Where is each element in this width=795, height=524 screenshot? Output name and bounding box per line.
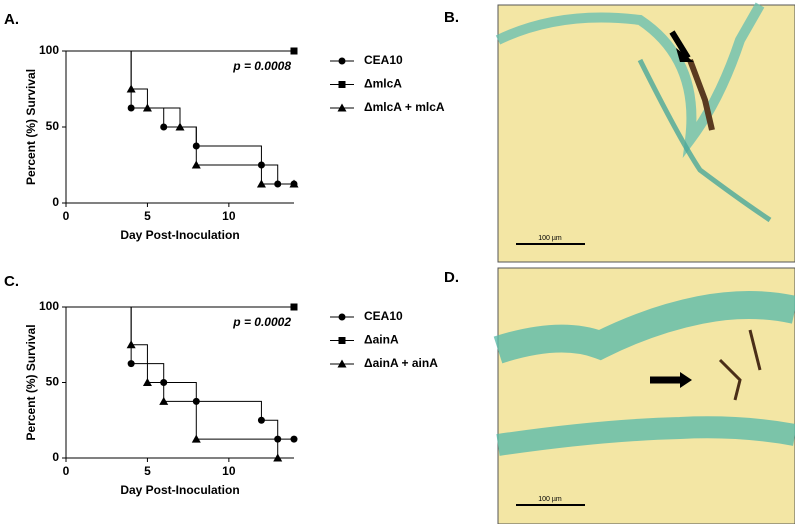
marker <box>290 47 298 55</box>
scale-bar-label: 100 µm <box>538 235 562 242</box>
annotation: p = 0.0002 <box>232 315 291 329</box>
x-tick-label: 5 <box>144 209 151 223</box>
y-tick-label: 50 <box>46 375 60 389</box>
legend-marker <box>338 313 346 321</box>
x-axis-label: Day Post-Inoculation <box>120 483 239 497</box>
marker <box>289 179 299 188</box>
marker <box>191 160 201 169</box>
legend-marker <box>338 81 346 88</box>
legend-label: ΔmlcA + mlcA <box>364 100 445 114</box>
panel-label: A. <box>4 11 19 28</box>
marker <box>159 396 169 405</box>
x-tick-label: 0 <box>63 209 70 223</box>
legend-label: ΔmlcA <box>364 77 402 91</box>
panel-label: C. <box>4 273 19 290</box>
marker <box>126 340 136 349</box>
marker <box>290 303 298 311</box>
scale-bar-label: 100 µm <box>538 496 562 503</box>
legend-marker <box>338 57 346 65</box>
x-tick-label: 5 <box>144 464 151 478</box>
y-tick-label: 100 <box>39 43 59 57</box>
y-tick-label: 0 <box>52 195 59 209</box>
marker <box>256 179 266 188</box>
marker <box>175 122 185 131</box>
micrograph: 100 µm <box>495 2 795 263</box>
survival-line <box>66 306 294 440</box>
x-tick-label: 10 <box>222 209 236 223</box>
x-tick-label: 10 <box>222 464 236 478</box>
y-tick-label: 100 <box>39 299 59 313</box>
x-tick-label: 0 <box>63 464 70 478</box>
survival-line <box>66 50 294 185</box>
marker <box>142 103 152 112</box>
panel-label: D. <box>444 269 459 286</box>
legend-marker <box>337 103 347 112</box>
marker <box>290 435 298 443</box>
annotation: p = 0.0008 <box>232 59 291 73</box>
legend-label: CEA10 <box>364 53 403 67</box>
legend-label: ΔainA <box>364 333 399 347</box>
marker <box>257 416 265 424</box>
x-axis-label: Day Post-Inoculation <box>120 228 239 242</box>
marker <box>127 104 135 112</box>
micrograph: 100 µm <box>493 267 795 524</box>
y-axis-label: Percent (%) Survival <box>24 324 38 440</box>
panel-label: B. <box>444 9 459 26</box>
marker <box>142 378 152 386</box>
marker <box>160 123 168 131</box>
survival-line <box>66 306 279 458</box>
y-tick-label: 50 <box>46 119 60 133</box>
legend-marker <box>338 337 346 344</box>
marker <box>191 434 201 443</box>
marker <box>273 453 283 462</box>
legend-label: ΔainA + ainA <box>364 356 438 370</box>
legend-marker <box>337 359 347 368</box>
y-axis-label: Percent (%) Survival <box>24 69 38 185</box>
marker <box>126 84 136 93</box>
marker <box>127 360 135 368</box>
legend-label: CEA10 <box>364 309 403 323</box>
y-tick-label: 0 <box>52 450 59 464</box>
